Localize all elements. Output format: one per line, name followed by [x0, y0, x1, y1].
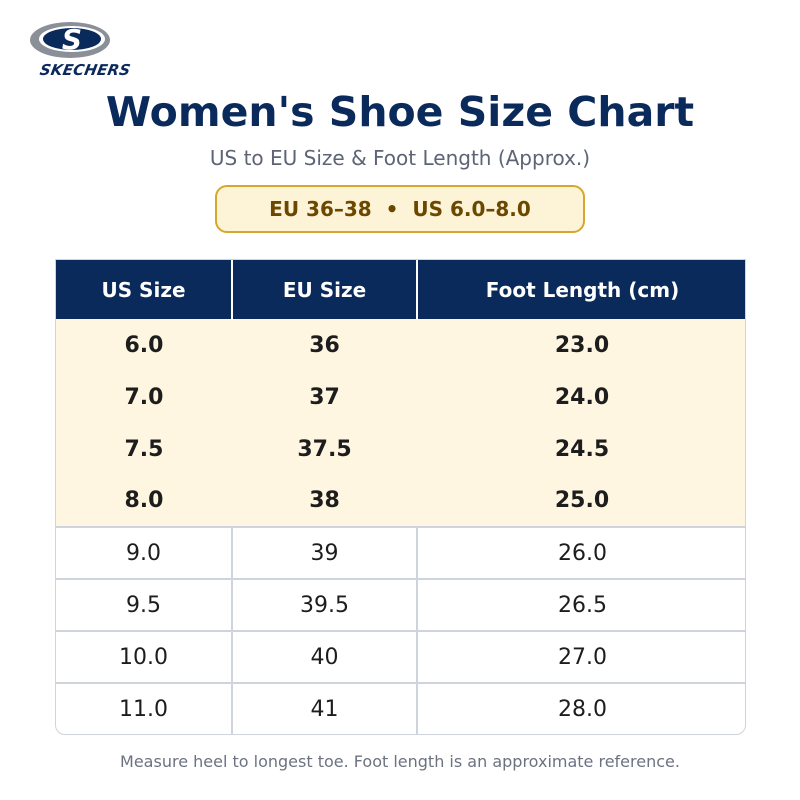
size-range-badge: EU 36–38 • US 6.0–8.0 [215, 185, 585, 233]
page-title: Women's Shoe Size Chart [105, 88, 695, 136]
us-size-cell: 7.5 [56, 423, 232, 475]
foot-length-cell: 25.0 [417, 475, 745, 527]
brand-logo: S SKECHERS [28, 18, 178, 80]
page-subtitle: US to EU Size & Foot Length (Approx.) [209, 146, 591, 170]
eu-size-cell: 39.5 [232, 578, 418, 631]
table-header-row: US Size EU Size Foot Length (cm) [56, 260, 745, 319]
header-eu-size: EU Size [232, 260, 418, 319]
foot-length-cell: 26.0 [417, 526, 745, 579]
table-row: 6.0 36 23.0 [56, 319, 745, 371]
foot-length-cell: 23.0 [417, 319, 745, 371]
header-us-size: US Size [56, 260, 233, 319]
header-foot-length: Foot Length (cm) [417, 260, 745, 319]
foot-length-cell: 26.5 [417, 578, 745, 631]
eu-size-cell: 41 [232, 682, 418, 734]
eu-size-cell: 37.5 [232, 423, 417, 475]
logo-letter: S [62, 23, 82, 56]
us-size-cell: 7.0 [56, 371, 232, 423]
table-row: 8.0 38 25.0 [56, 475, 745, 527]
us-size-cell: 11.0 [56, 682, 233, 734]
table-row: 11.0 41 28.0 [56, 682, 745, 734]
foot-length-cell: 28.0 [417, 682, 745, 734]
table-row: 10.0 40 27.0 [56, 630, 745, 683]
skechers-s-icon: S [30, 22, 110, 58]
foot-length-cell: 27.0 [417, 630, 745, 683]
us-size-cell: 9.0 [56, 526, 233, 579]
us-size-cell: 10.0 [56, 630, 233, 683]
size-table: US Size EU Size Foot Length (cm) 6.0 36 … [55, 259, 746, 735]
us-size-cell: 8.0 [56, 475, 232, 527]
eu-size-cell: 36 [232, 319, 417, 371]
brand-wordmark: SKECHERS [38, 61, 133, 79]
us-size-cell: 6.0 [56, 319, 232, 371]
table-row: 7.0 37 24.0 [56, 371, 745, 423]
foot-length-cell: 24.0 [417, 371, 745, 423]
eu-size-cell: 39 [232, 526, 418, 579]
table-row: 7.5 37.5 24.5 [56, 423, 745, 475]
measurement-footnote: Measure heel to longest toe. Foot length… [120, 752, 680, 771]
eu-size-cell: 40 [232, 630, 418, 683]
foot-length-cell: 24.5 [417, 423, 745, 475]
table-row: 9.0 39 26.0 [56, 526, 745, 579]
eu-size-cell: 38 [232, 475, 417, 527]
us-size-cell: 9.5 [56, 578, 233, 631]
table-row: 9.5 39.5 26.5 [56, 578, 745, 631]
eu-size-cell: 37 [232, 371, 417, 423]
